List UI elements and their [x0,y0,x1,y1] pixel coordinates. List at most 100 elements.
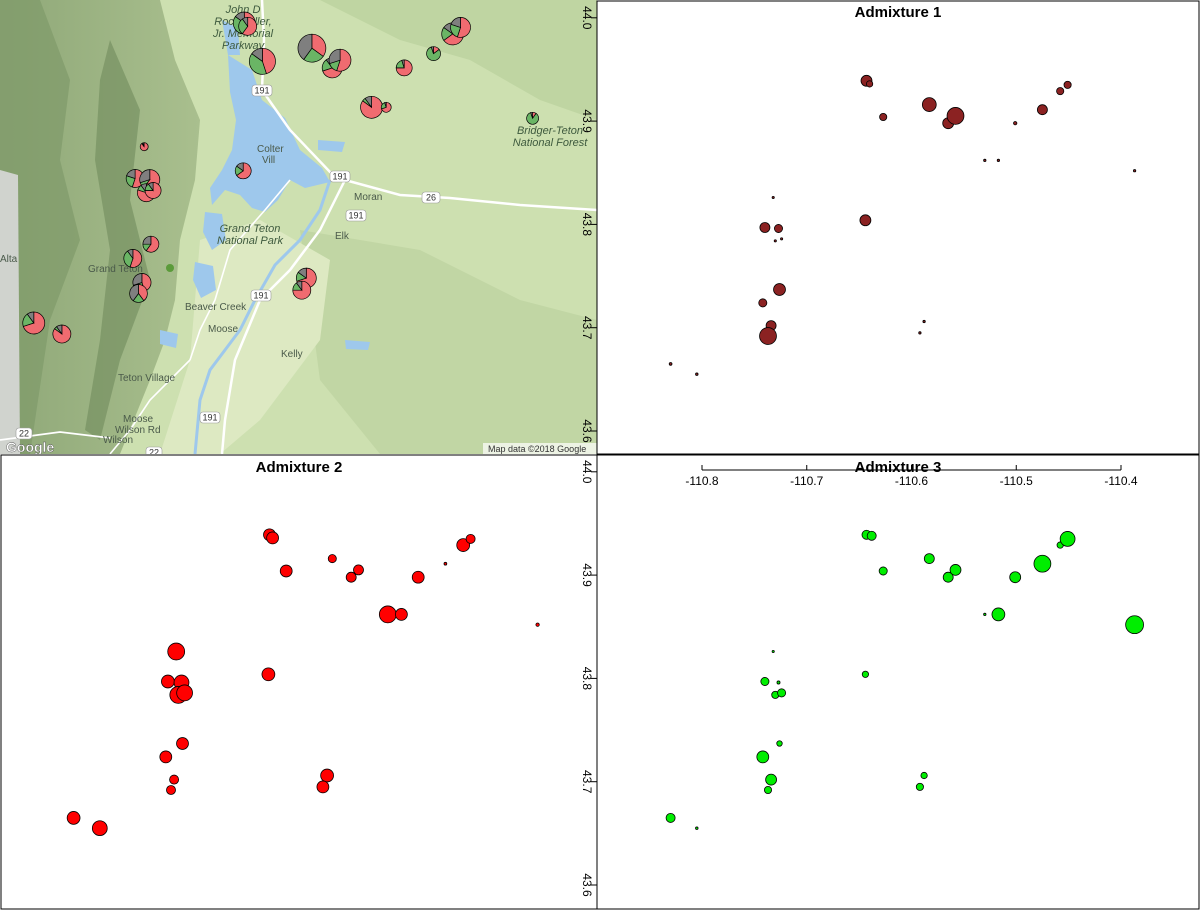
admixture-2-point-12 [535,622,540,627]
admixture-2-point-6 [411,570,425,584]
label-colter-2: Vill [262,155,275,166]
admixture-2-point-14 [167,642,186,661]
label-elk: Elk [335,231,350,242]
highway-26 [344,178,597,212]
admixture-1-point-1 [866,80,874,88]
label-rockefeller-1: John D [225,4,261,16]
pie-slice [292,280,312,300]
admixture-1-point-23 [922,319,926,324]
pie-slice [139,169,151,184]
leigh-lake [203,212,226,250]
y-axis-bottom: 43.6 43.7 43.8 43.9 44.0 [580,460,598,897]
admixture-1-point-13 [859,214,872,227]
pie-slice [138,284,148,302]
pie-slice [145,235,160,253]
pie-12 [526,111,539,125]
label-teton-village: Teton Village [118,373,176,384]
route-22-shield: 22 [15,427,33,440]
admixture-1-point-6 [1013,121,1018,126]
svg-text:191: 191 [332,172,347,182]
label-colter-1: Colter [257,144,284,155]
pie-slice [450,17,461,28]
route-191-shield-south: 191 [250,289,272,302]
x-tick-label: -110.6 [895,474,928,488]
route-191-shield-north: 191 [251,84,273,97]
admixture-2-point-26 [91,820,108,837]
x-tick-label: -110.8 [685,474,718,488]
pie-2 [248,47,276,75]
pie-slice [430,46,434,54]
admixture-3-points [665,529,1144,830]
admixture-1-point-5 [946,107,965,125]
pie-slice [296,280,303,292]
admixture-3-point-1 [866,530,877,541]
admixture-2-point-25 [66,811,81,825]
pie-slice [530,111,533,119]
panel-admixture-2-frame [0,454,598,910]
admixture-3-point-14 [771,649,775,654]
admixture-1-point-24 [918,331,922,335]
label-gtnp-1: Grand Teton [220,223,281,235]
label-moose: Moose [208,324,238,335]
pie-slice [328,48,341,65]
admixture-2-point-18 [176,684,193,702]
pie-10 [360,95,383,119]
svg-text:191: 191 [202,413,217,423]
title-admixture-1: Admixture 1 [855,4,942,21]
y-tick-label: 44.0 [580,460,594,484]
admixture-2-point-7 [443,561,448,566]
west-edge-gray [0,170,20,454]
snake-river [193,179,332,454]
south-hills-shading [300,230,597,454]
admixture-3-point-23 [920,771,928,780]
pie-slice [236,162,252,180]
admixture-1-points [668,74,1137,376]
admixture-1-point-11 [996,158,1000,162]
pie-slice [142,235,152,245]
y-tick-label: 43.9 [580,109,594,133]
pie-slice [426,46,441,61]
x-tick-label: -110.7 [790,474,823,488]
phelps-lake [160,330,178,348]
admixture-1-point-22 [759,327,777,345]
route-191-shield-colter: 191 [329,170,351,183]
admixture-2-point-4 [345,571,357,583]
y-axis-top: 43.6 43.7 43.8 43.9 44.0 [580,6,598,443]
attribution-bg [483,443,597,454]
pie-slice [126,169,136,179]
pie-19 [142,235,160,253]
admixture-3-point-5 [949,564,962,576]
admixture-2-point-11 [395,608,408,621]
admixture-3-point-16 [776,680,781,685]
pie-18 [144,182,162,199]
admixture-3-point-7 [1033,554,1052,573]
admixture-3-point-24 [915,782,924,791]
pie-charts [22,11,539,344]
admixture-2-point-23 [320,768,334,783]
admixture-3-point-20 [756,750,770,764]
y-tick-label: 43.8 [580,667,594,691]
y-tick-label: 43.8 [580,213,594,237]
label-gtnp-2: National Park [217,235,284,247]
title-admixture-3: Admixture 3 [855,459,942,476]
admixture-3-point-26 [695,826,699,830]
admixture-2-point-24 [316,780,330,794]
admixture-1-point-20 [758,298,768,308]
y-tick-label: 43.9 [580,563,594,587]
pie-slice [401,59,405,69]
admixture-3-point-13 [861,670,869,678]
pie-slice [311,33,327,57]
admixture-2-point-22 [166,785,176,795]
admixture-3-point-22 [763,785,773,795]
admixture-2-point-20 [159,750,173,764]
admixture-1-point-14 [771,195,775,200]
admixture-3-point-21 [765,773,777,786]
admixture-2-point-10 [378,605,397,624]
admixture-3-point-25 [665,812,676,823]
pie-6 [395,59,413,77]
pie-25 [22,311,46,335]
pie-7 [426,46,441,61]
panel-admixture-1-frame [596,0,1200,455]
x-tick-label: -110.4 [1104,474,1137,488]
